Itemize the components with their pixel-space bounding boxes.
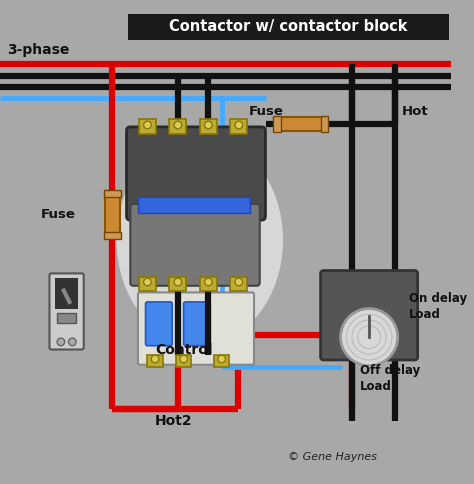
- Bar: [320, 117, 328, 132]
- Bar: [169, 277, 186, 290]
- Bar: [200, 119, 217, 134]
- Text: Control: Control: [155, 343, 212, 357]
- Circle shape: [205, 278, 212, 286]
- Bar: [57, 313, 76, 323]
- Text: © Gene Haynes: © Gene Haynes: [289, 452, 377, 462]
- Bar: [169, 119, 186, 134]
- Bar: [176, 355, 191, 366]
- Bar: [105, 194, 120, 235]
- Ellipse shape: [117, 136, 283, 345]
- Text: 3-phase: 3-phase: [8, 43, 70, 57]
- Circle shape: [235, 278, 243, 286]
- Circle shape: [57, 338, 64, 346]
- Bar: [128, 14, 449, 40]
- Circle shape: [151, 355, 159, 363]
- FancyBboxPatch shape: [183, 302, 210, 346]
- FancyBboxPatch shape: [49, 273, 84, 349]
- Circle shape: [174, 121, 182, 129]
- Text: On delay
Load: On delay Load: [409, 292, 467, 321]
- FancyBboxPatch shape: [127, 127, 265, 220]
- Text: Hot: Hot: [401, 105, 428, 118]
- Bar: [55, 278, 78, 309]
- Circle shape: [218, 355, 226, 363]
- Circle shape: [341, 309, 398, 366]
- Circle shape: [235, 121, 243, 129]
- Circle shape: [144, 278, 151, 286]
- FancyBboxPatch shape: [320, 271, 418, 360]
- Circle shape: [205, 121, 212, 129]
- Bar: [230, 277, 247, 290]
- Bar: [139, 277, 156, 290]
- Bar: [277, 118, 324, 131]
- Bar: [104, 231, 121, 239]
- Circle shape: [180, 355, 187, 363]
- Bar: [139, 119, 156, 134]
- Circle shape: [174, 278, 182, 286]
- Bar: [214, 355, 229, 366]
- Bar: [104, 190, 121, 197]
- Text: Fuse: Fuse: [41, 208, 76, 221]
- Circle shape: [144, 121, 151, 129]
- Bar: [273, 117, 281, 132]
- Text: Fuse: Fuse: [249, 105, 283, 118]
- Circle shape: [69, 338, 76, 346]
- FancyBboxPatch shape: [146, 302, 172, 346]
- Bar: [147, 355, 163, 366]
- FancyBboxPatch shape: [138, 292, 254, 365]
- Text: Hot2: Hot2: [155, 414, 193, 428]
- Bar: [230, 119, 247, 134]
- Bar: [200, 277, 217, 290]
- FancyBboxPatch shape: [130, 204, 260, 286]
- Bar: [138, 197, 250, 212]
- Text: Off delay
Load: Off delay Load: [360, 363, 420, 393]
- Text: Contactor w/ contactor block: Contactor w/ contactor block: [170, 19, 408, 34]
